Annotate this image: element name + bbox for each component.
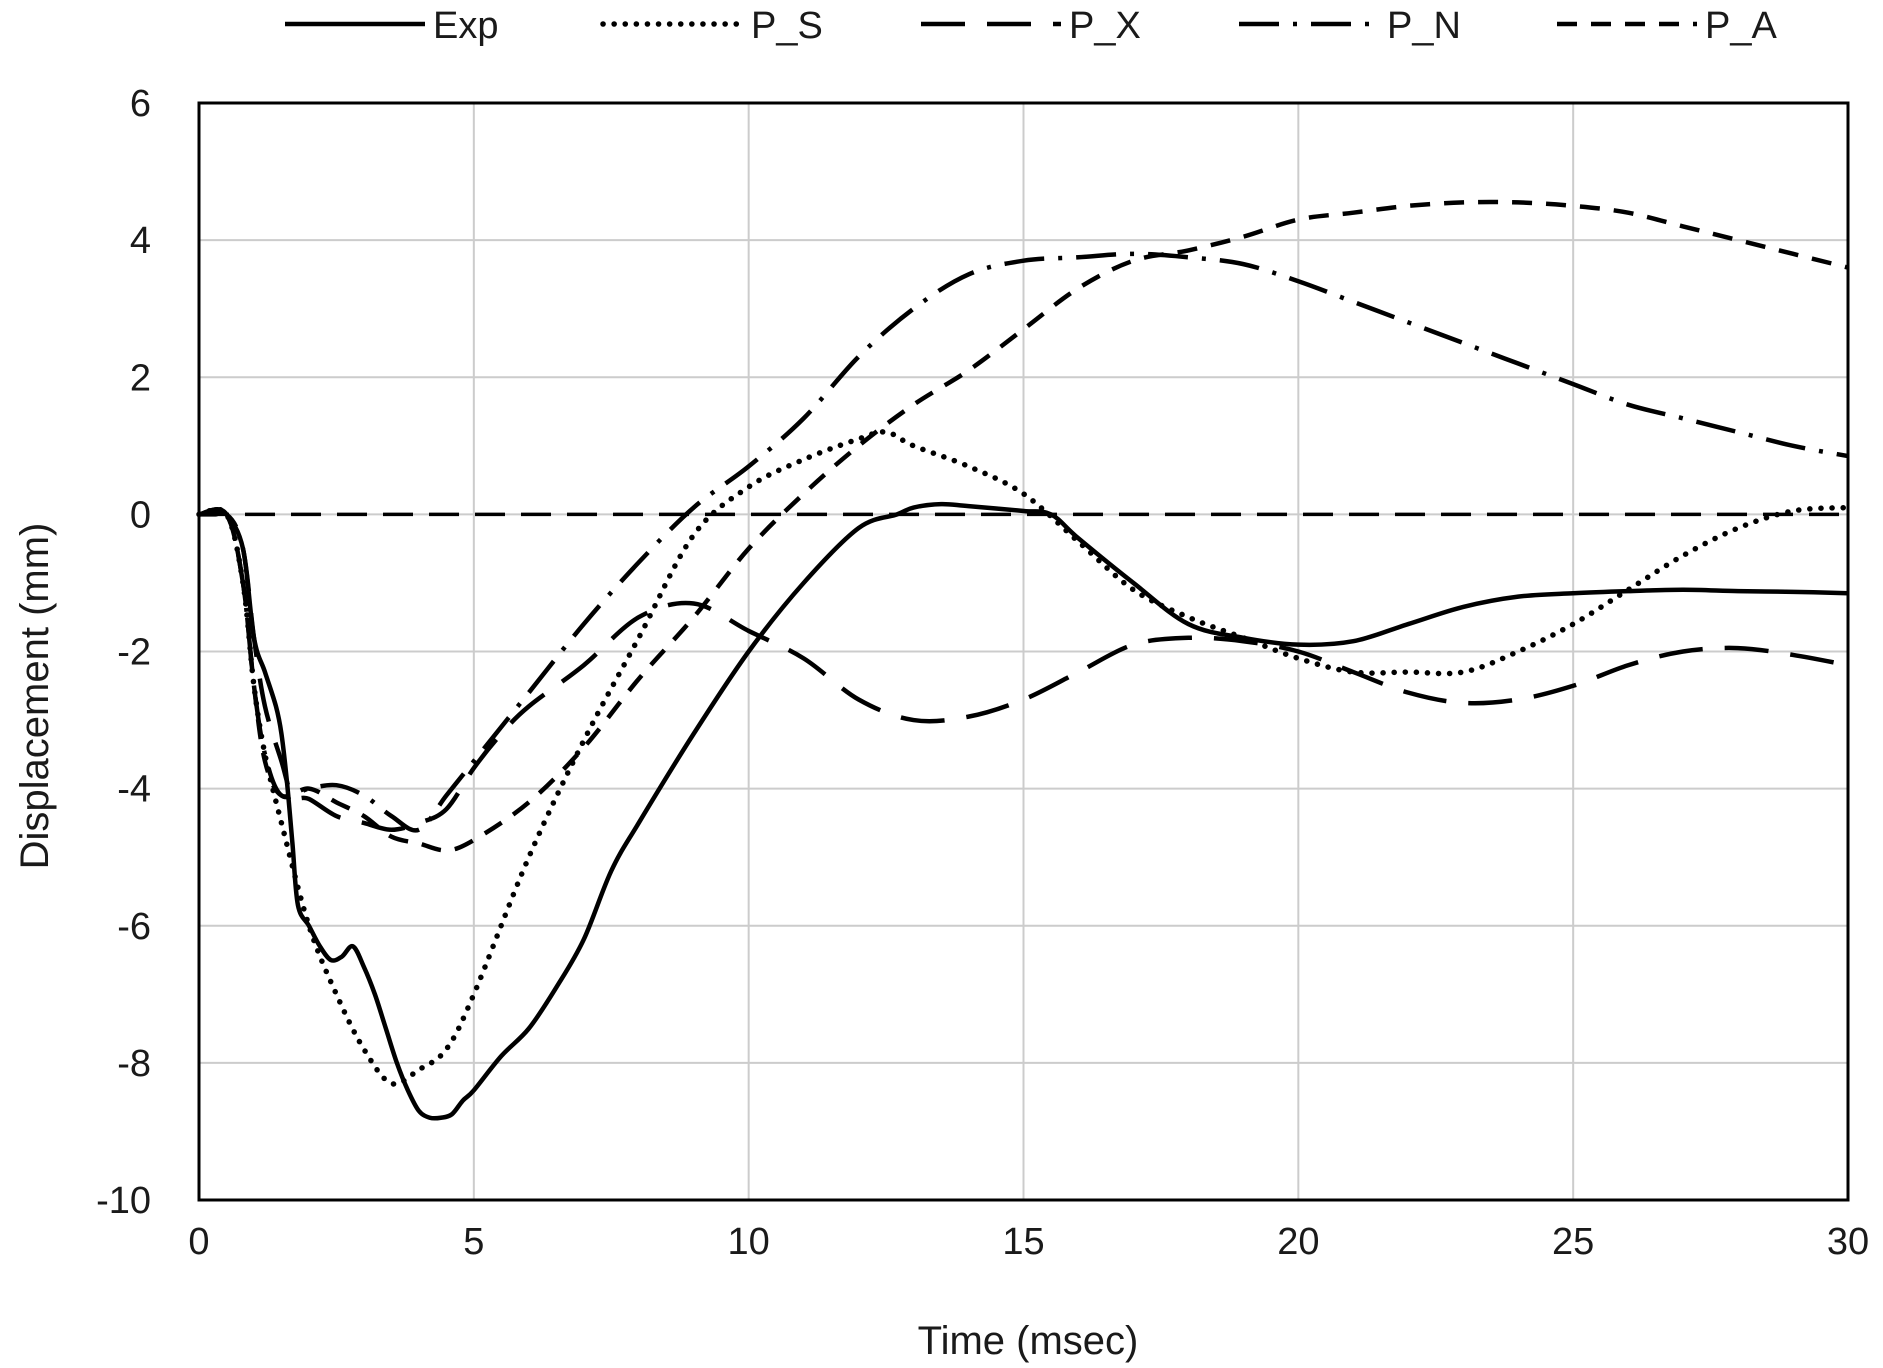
y-tick-label: 2 [130,357,151,399]
series-line-p-s [196,429,1851,1087]
axes [197,101,1850,1202]
x-tick-label: 10 [728,1221,770,1263]
grid [199,102,1849,1200]
legend-label: P_X [1069,5,1141,47]
series-group [196,199,1851,1121]
x-tick-label: 5 [463,1221,484,1263]
y-axis-title: Displacement (mm) [13,523,57,870]
legend-item-p-x: P_X [921,5,1141,47]
legend-label: Exp [433,5,498,47]
series-line-p-n [198,251,1849,833]
y-tick-label: -4 [117,769,151,811]
legend-item-p-a: P_A [1557,5,1777,47]
y-tick-label: -10 [96,1180,151,1222]
legend: Exp P_S P_X P_N P_A [285,5,1777,47]
plot-frame [197,101,1850,1202]
legend-label: P_N [1387,5,1461,47]
series-line-p-a [198,199,1849,853]
x-tick-label: 0 [188,1221,209,1263]
x-tick-label: 30 [1827,1221,1869,1263]
tick-labels: 0 5 10 15 20 25 30 -10 -8 -6 -4 -2 0 2 4 6 [96,83,1869,1263]
y-tick-label: -2 [117,632,151,674]
x-tick-label: 25 [1552,1221,1594,1263]
x-axis-title: Time (msec) [918,1319,1139,1363]
x-tick-label: 15 [1002,1221,1044,1263]
legend-item-p-n: P_N [1239,5,1461,47]
y-tick-label: 6 [130,83,151,125]
x-tick-label: 20 [1277,1221,1319,1263]
legend-label: P_S [751,5,823,47]
y-tick-label: -6 [117,906,151,948]
legend-item-exp: Exp [285,5,498,47]
legend-label: P_A [1705,5,1777,47]
legend-item-p-s: P_S [600,5,823,47]
y-tick-label: 0 [130,494,151,536]
y-tick-label: -8 [117,1043,151,1085]
series-line-p-x [198,509,1849,833]
y-tick-label: 4 [130,220,151,262]
